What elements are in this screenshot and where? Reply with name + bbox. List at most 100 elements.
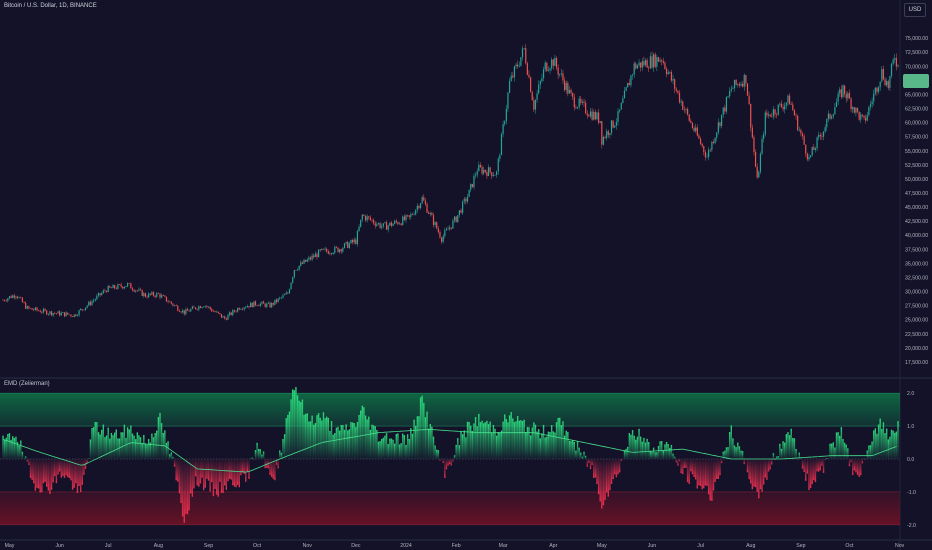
candle-body [7, 298, 9, 301]
candle-body [716, 132, 718, 138]
osc-bar [881, 428, 883, 459]
candle-body [398, 223, 401, 225]
osc-bar [16, 442, 19, 459]
candle-body [690, 120, 692, 123]
time-axis-label: Oct [845, 543, 854, 549]
candle-body [754, 152, 757, 167]
osc-bar [861, 459, 864, 464]
osc-bar [554, 432, 556, 459]
candle-body [826, 119, 828, 128]
osc-bar [186, 459, 189, 515]
candle-body [212, 311, 214, 312]
candle-body [756, 166, 758, 178]
osc-bar [784, 442, 786, 459]
osc-bar [772, 453, 775, 459]
osc-bar [769, 459, 771, 470]
candle-body [648, 67, 650, 69]
osc-bar [523, 419, 525, 459]
candle-body [491, 172, 493, 177]
candle-body [821, 136, 823, 137]
osc-bar [873, 430, 875, 459]
osc-bar [581, 456, 584, 459]
osc-bar [335, 427, 338, 459]
candle-body [300, 262, 302, 266]
candle-body [523, 48, 525, 49]
candle-body [42, 309, 45, 313]
osc-bar [775, 456, 778, 459]
candle-body [248, 306, 250, 308]
candle-body [256, 305, 258, 306]
candle-body [143, 293, 145, 296]
candle-body [814, 148, 817, 150]
osc-bar [24, 456, 27, 459]
osc-bar [78, 459, 80, 487]
currency-button[interactable]: USD [904, 3, 926, 17]
candle-body [288, 289, 291, 294]
candle-body [897, 65, 899, 67]
candle-body [104, 290, 106, 292]
candle-body [725, 97, 728, 112]
osc-bar [591, 459, 593, 465]
candle-body [36, 307, 38, 311]
candle-body [2, 299, 4, 301]
time-axis-label: Oct [253, 543, 262, 549]
candle-body [593, 111, 595, 120]
candle-body [259, 303, 261, 306]
candle-body [44, 309, 46, 311]
candle-body [272, 302, 274, 305]
osc-bar [536, 431, 538, 459]
candle-body [489, 167, 491, 173]
osc-bar [531, 427, 533, 459]
candle-body [371, 219, 373, 221]
candle-body [779, 103, 781, 105]
osc-bar [301, 399, 304, 459]
osc-bar [57, 459, 59, 475]
candle-body [251, 302, 253, 308]
osc-bar [662, 450, 665, 459]
osc-bar [397, 433, 399, 459]
indicator-title: EMD (Zeiierman) [4, 381, 50, 387]
candle-body [496, 171, 498, 175]
candle-body [879, 81, 881, 88]
candle-body [322, 248, 325, 250]
candle-body [691, 122, 694, 128]
candle-body [232, 310, 234, 315]
candle-body [447, 229, 449, 230]
time-axis-label: Nov [303, 543, 313, 549]
candle-body [782, 106, 784, 110]
osc-bar [147, 439, 150, 459]
candle-body [207, 306, 210, 308]
osc-bar [424, 417, 427, 459]
candle-body [76, 315, 79, 316]
osc-bar [850, 459, 852, 462]
candle-body [230, 312, 232, 315]
osc-bar [813, 459, 815, 481]
candle-body [364, 215, 367, 221]
candle-body [258, 305, 260, 307]
osc-bar [461, 434, 464, 459]
osc-bar [123, 424, 126, 459]
osc-bar [837, 432, 839, 459]
candle-body [347, 241, 349, 248]
osc-bar [270, 459, 273, 477]
osc-bar [868, 445, 870, 459]
candle-body [873, 93, 875, 102]
candle-body [884, 79, 886, 86]
osc-axis-label: 2.0 [907, 391, 914, 397]
candle-body [737, 83, 739, 85]
candle-body [419, 203, 422, 208]
candle-body [407, 215, 409, 216]
osc-bar [39, 459, 41, 493]
candle-body [753, 137, 755, 153]
osc-bar [819, 459, 822, 471]
osc-bar [733, 445, 736, 459]
osc-bar [654, 452, 656, 459]
osc-bar [316, 415, 318, 459]
candle-body [397, 222, 399, 225]
osc-bar [874, 428, 877, 459]
candle-body [628, 82, 630, 86]
candle-body [481, 167, 483, 174]
osc-bar [73, 459, 75, 488]
candle-body [86, 305, 88, 308]
